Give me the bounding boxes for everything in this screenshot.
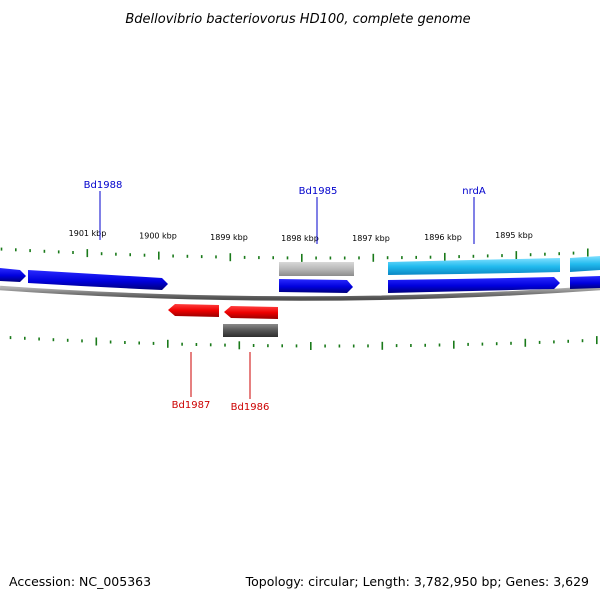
inner-tick-marks [9, 336, 598, 350]
position-label: 1900 kbp [139, 232, 177, 241]
position-label: 1898 kbp [281, 234, 319, 243]
position-label: 1897 kbp [352, 234, 390, 243]
gene-arrow-bd1987[interactable] [168, 304, 219, 317]
gene-arrow-right-edge[interactable] [570, 276, 600, 289]
gene-features [0, 256, 600, 337]
gene-label-nrda[interactable]: nrdA [462, 186, 486, 197]
position-label: 1901 kbp [69, 229, 107, 238]
gene-label-bd1988[interactable]: Bd1988 [84, 180, 123, 191]
gene-labels: Bd1988 Bd1985 nrdA Bd1987 Bd1986 [84, 180, 486, 413]
gene-arrow-left-edge[interactable] [0, 268, 26, 282]
gene-label-bd1985[interactable]: Bd1985 [299, 186, 338, 197]
gene-label-bd1986[interactable]: Bd1986 [231, 402, 270, 413]
gene-arrow-bd1986[interactable] [224, 306, 278, 319]
gene-arrow-bd1985[interactable] [279, 279, 353, 293]
chromosome-backbone [0, 285, 600, 301]
accession-text: Accession: NC_005363 [9, 574, 152, 589]
gene-block-cyan-right[interactable] [570, 256, 600, 272]
gene-block-pseudo-light[interactable] [279, 262, 354, 276]
position-label: 1899 kbp [210, 233, 248, 242]
gene-arrow-bd1988[interactable] [28, 270, 168, 290]
gene-block-pseudo-dark[interactable] [223, 324, 278, 337]
gene-arrow-nrda[interactable] [388, 277, 560, 293]
map-title: Bdellovibrio bacteriovorus HD100, comple… [125, 12, 470, 27]
position-labels: 1901 kbp 1900 kbp 1899 kbp 1898 kbp 1897 kbp… [69, 229, 533, 243]
gene-block-nrda[interactable] [388, 258, 560, 275]
position-label: 1896 kbp [424, 233, 462, 242]
label-leaders [99, 191, 475, 399]
gene-label-bd1987[interactable]: Bd1987 [172, 400, 211, 411]
topology-text: Topology: circular; Length: 3,782,950 bp… [245, 574, 589, 589]
position-label: 1895 kbp [495, 231, 533, 240]
outer-tick-marks [0, 247, 589, 262]
